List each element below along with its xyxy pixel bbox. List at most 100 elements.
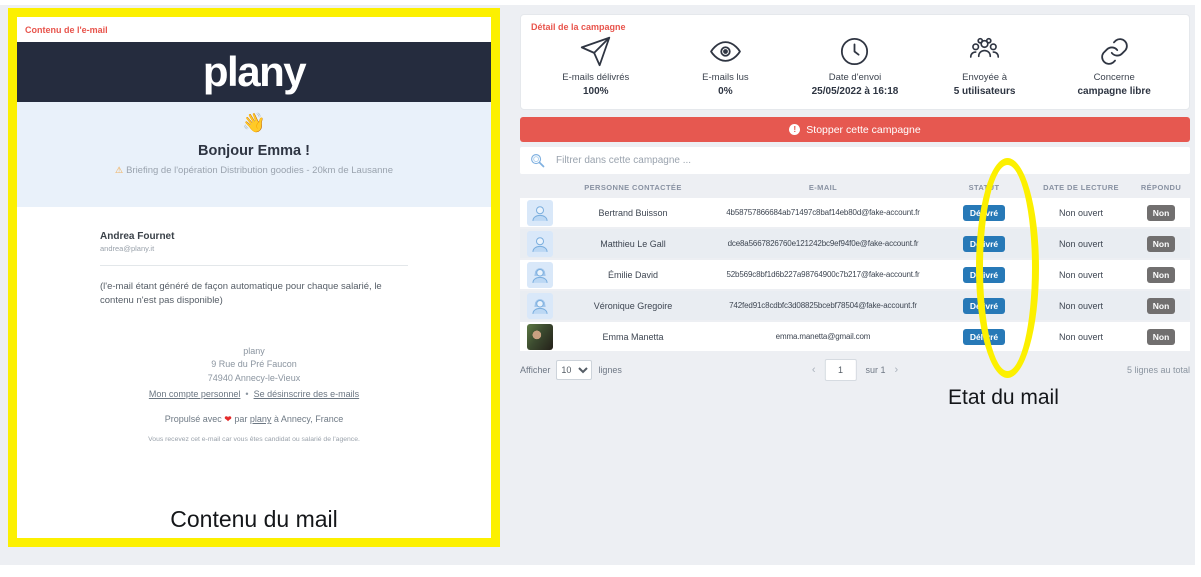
status-badge: Délivré [962, 266, 1006, 283]
stat-value: campagne libre [1077, 86, 1151, 97]
powered-suffix: à Annecy, France [273, 414, 344, 425]
contact-name: Bertrand Buisson [598, 207, 668, 218]
stop-campaign-button[interactable]: ! Stopper cette campagne [520, 117, 1190, 142]
status-badge: Délivré [962, 328, 1006, 345]
stat-emails-delivered: E-mails délivrés 100% [531, 35, 661, 97]
plany-logo: plany [202, 48, 307, 95]
contact-email: 4b58757866684ab71497c8baf14eb80d@fake-ac… [726, 208, 920, 217]
status-badge: Délivré [962, 204, 1006, 221]
account-link[interactable]: Mon compte personnel [148, 389, 241, 400]
replied-badge: Non [1146, 235, 1176, 252]
status-annotation-caption: Etat du mail [948, 386, 1059, 409]
photo-avatar [527, 323, 553, 350]
email-subject-line: ⚠ Briefing de l'opération Distribution go… [17, 165, 491, 176]
stop-campaign-label: Stopper cette campagne [806, 123, 921, 136]
plany-link[interactable]: plany [249, 414, 272, 425]
warning-icon: ⚠ [114, 165, 124, 175]
read-date: Non ouvert [1058, 207, 1104, 218]
table-row[interactable]: Emma Manetta emma.manetta@gmail.com Déli… [520, 322, 1190, 353]
sender-name: Andrea Fournet [100, 231, 175, 242]
column-header-email: E-MAIL [808, 182, 838, 192]
table-row[interactable]: Bertrand Buisson 4b58757866684ab71497c8b… [520, 198, 1190, 229]
email-hero-section: 👋 Bonjour Emma ! ⚠ Briefing de l'opératio… [17, 102, 491, 207]
contact-name: Matthieu Le Gall [600, 238, 666, 249]
footer-address-line2: 74940 Annecy-le-Vieux [207, 373, 301, 384]
page-number-input[interactable] [824, 359, 857, 381]
email-brand-header: plany [17, 42, 491, 102]
filter-input[interactable] [554, 154, 1181, 167]
column-header-read-date: DATE DE LECTURE [1043, 182, 1119, 192]
paper-plane-icon [581, 36, 611, 67]
footer-address-line1: 9 Rue du Pré Faucon [211, 359, 297, 370]
table-header-row: PERSONNE CONTACTÉE E-MAIL STATUT DATE DE… [520, 176, 1190, 198]
stat-concerns: Concerne campagne libre [1049, 35, 1179, 97]
replied-badge: Non [1146, 266, 1176, 283]
email-preview-panel: Contenu de l'e-mail plany 👋 Bonjour Emma… [17, 17, 491, 538]
female-avatar [527, 292, 553, 319]
page-navigation: ‹ sur 1 › [812, 359, 898, 381]
heart-icon: ❤ [224, 414, 232, 425]
page-size-suffix: lignes [598, 365, 622, 375]
email-section-label: Contenu de l'e-mail [25, 25, 108, 35]
campaign-section-label: Détail de la campagne [531, 22, 626, 32]
female-avatar [527, 261, 553, 288]
stat-value: 100% [583, 86, 609, 97]
column-header-status: STATUT [968, 182, 1000, 192]
replied-badge: Non [1146, 204, 1176, 221]
column-header-contact: PERSONNE CONTACTÉE [584, 182, 682, 192]
contact-email: 52b569c8bf1d6b227a98764900c7b217@fake-ac… [726, 270, 920, 279]
replied-badge: Non [1146, 328, 1176, 345]
stat-send-date: Date d'envoi 25/05/2022 à 16:18 [790, 35, 920, 97]
footer-disclaimer: Vous recevez cet e-mail car vous êtes ca… [148, 436, 360, 444]
contact-email: dce8a5667826760e121242bc9ef94f0e@fake-ac… [727, 239, 919, 248]
wave-emoji-icon: 👋 [242, 113, 266, 134]
read-date: Non ouvert [1058, 300, 1104, 311]
male-avatar [527, 230, 553, 257]
powered-by-line: Propulsé avec ❤ par plany à Annecy, Fran… [17, 413, 491, 427]
next-page-button[interactable]: › [894, 364, 899, 376]
link-icon [1100, 38, 1128, 65]
contact-name: Emma Manetta [602, 331, 664, 342]
contact-email: emma.manetta@gmail.com [775, 332, 871, 341]
previous-page-button[interactable]: ‹ [811, 364, 816, 376]
unsubscribe-link[interactable]: Se désinscrire des e-mails [253, 389, 360, 400]
total-lines-label: 5 lignes au total [1126, 365, 1190, 375]
contact-email: 742fed91c8cdbfc3d08825bcebf78504@fake-ac… [729, 301, 917, 310]
read-date: Non ouvert [1058, 331, 1104, 342]
status-badge: Délivré [962, 235, 1006, 252]
stat-label: Envoyée à [962, 72, 1008, 83]
sender-email: andrea@plany.it [100, 244, 155, 253]
footer-link-separator: • [245, 389, 249, 400]
contact-name: Émilie David [607, 269, 658, 280]
page-size-prefix: Afficher [520, 365, 551, 375]
pagination-bar: Afficher 10 lignes ‹ sur 1 › 5 lignes au… [520, 355, 1190, 385]
email-divider [100, 265, 408, 266]
email-body: Andrea Fournet andrea@plany.it (l'e-mail… [17, 207, 491, 309]
campaign-detail-card: Détail de la campagne E-mails délivrés 1… [520, 14, 1190, 110]
stat-label: Concerne [1093, 72, 1135, 83]
stat-label: Date d'envoi [828, 72, 882, 83]
users-icon [970, 37, 1000, 58]
exclamation-circle-icon: ! [789, 124, 801, 135]
status-badge: Délivré [962, 297, 1006, 314]
stat-value: 5 utilisateurs [953, 86, 1016, 97]
contacts-table: PERSONNE CONTACTÉE E-MAIL STATUT DATE DE… [520, 176, 1190, 353]
search-icon [531, 154, 545, 168]
email-body-note: (l'e-mail étant généré de façon automati… [100, 281, 382, 307]
clock-icon [841, 37, 869, 66]
table-row[interactable]: Émilie David 52b569c8bf1d6b227a98764900c… [520, 260, 1190, 291]
male-avatar [527, 199, 553, 226]
campaign-stats-row: E-mails délivrés 100% E-mails lus 0% Dat… [531, 35, 1179, 97]
table-row[interactable]: Véronique Gregoire 742fed91c8cdbfc3d0882… [520, 291, 1190, 322]
email-footer: plany 9 Rue du Pré Faucon 74940 Annecy-l… [17, 345, 491, 446]
table-row[interactable]: Matthieu Le Gall dce8a5667826760e121242b… [520, 229, 1190, 260]
read-date: Non ouvert [1058, 269, 1104, 280]
powered-middle: par [234, 414, 248, 425]
page-of-label: sur 1 [865, 365, 886, 375]
filter-bar [520, 147, 1190, 174]
stat-label: E-mails délivrés [562, 72, 630, 83]
footer-company: plany [243, 345, 265, 356]
page-size-select[interactable]: 10 [556, 360, 593, 380]
content-annotation-caption: Contenu du mail [170, 506, 338, 532]
stat-sent-to: Envoyée à 5 utilisateurs [920, 35, 1050, 97]
